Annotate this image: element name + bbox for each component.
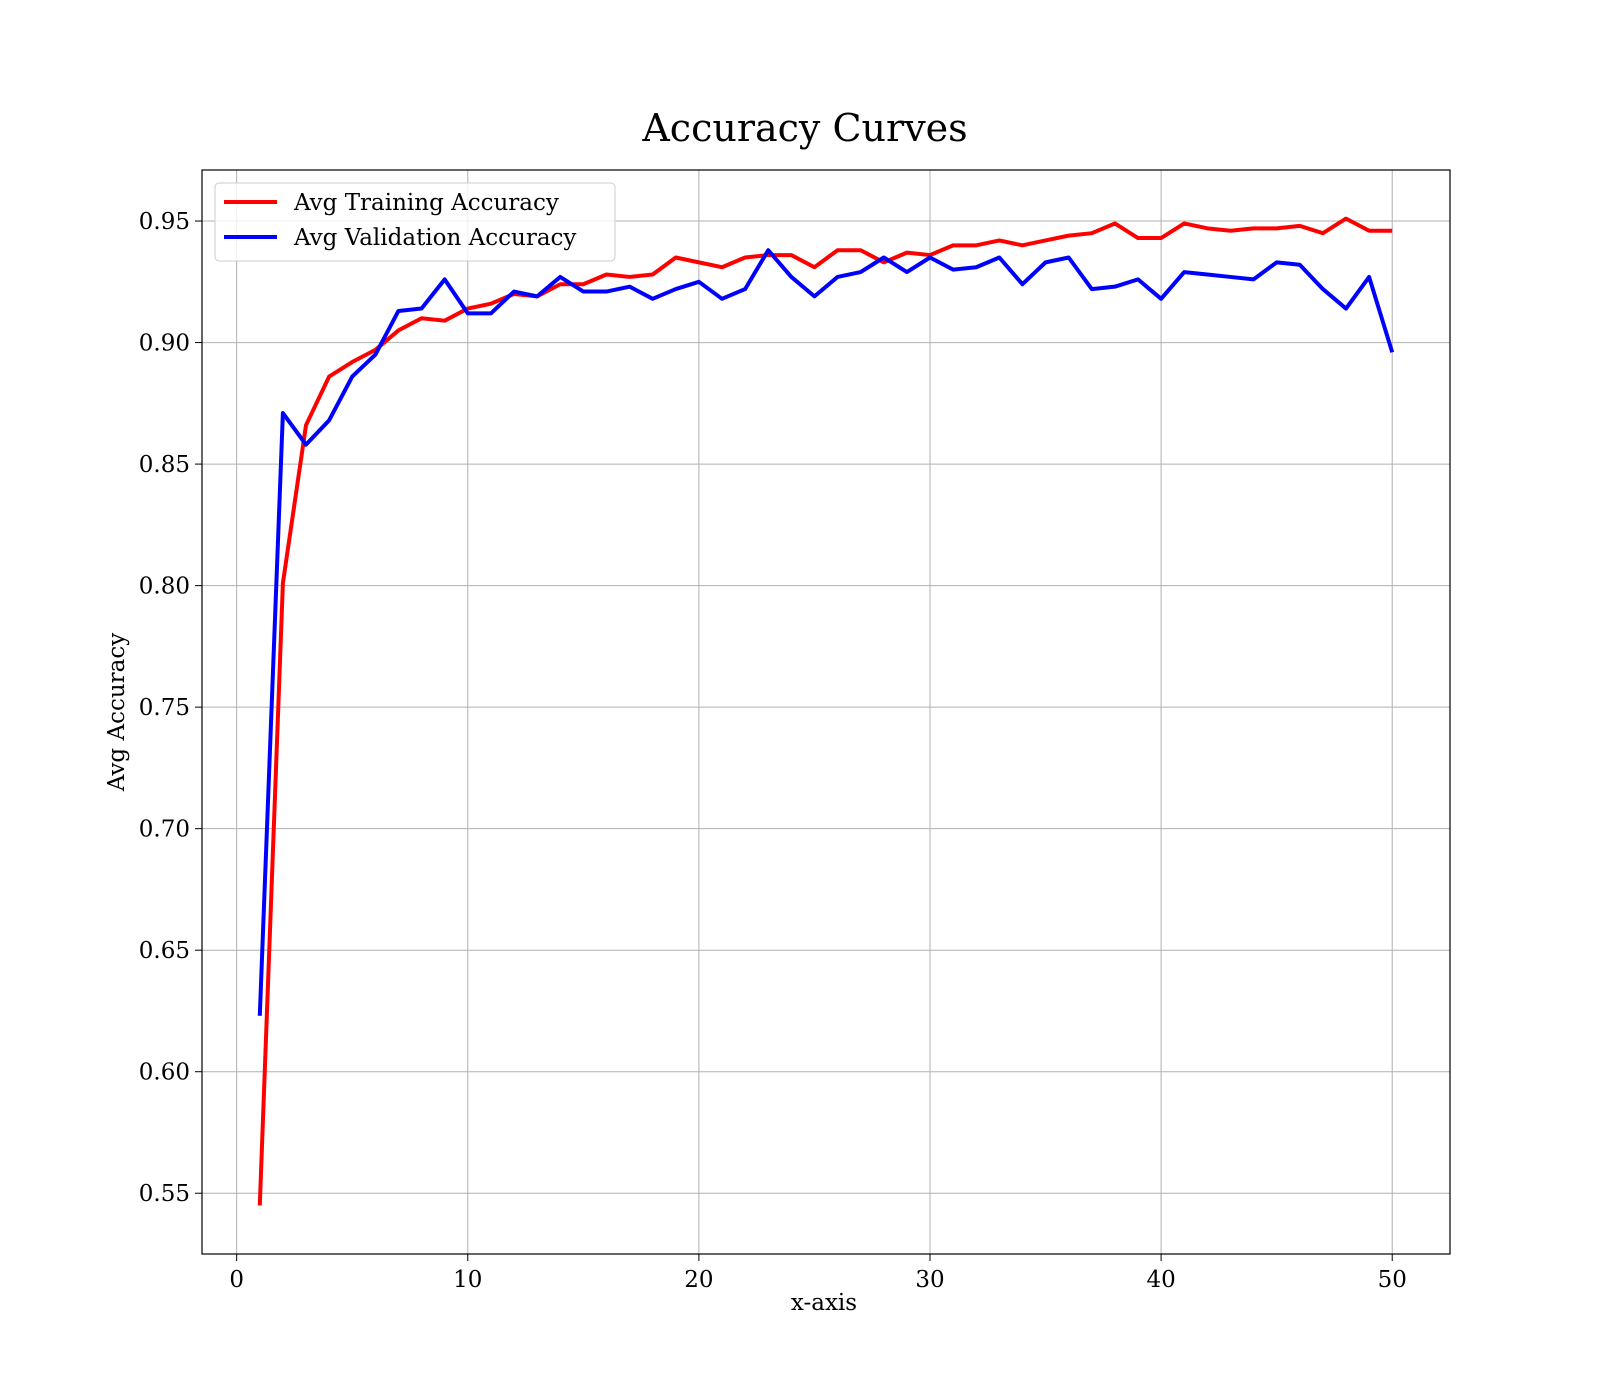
x-axis-ticks: 0 10 20 30 40 50 bbox=[229, 1254, 1407, 1293]
x-tick-label: 10 bbox=[453, 1267, 482, 1293]
x-tick-label: 20 bbox=[684, 1267, 713, 1293]
x-tick-label: 30 bbox=[915, 1267, 944, 1293]
y-axis-label: Avg Accuracy bbox=[104, 633, 130, 792]
x-axis-label: x-axis bbox=[791, 1290, 857, 1316]
chart-title: Accuracy Curves bbox=[641, 106, 967, 150]
y-tick-label: 0.70 bbox=[139, 817, 190, 843]
series-lines bbox=[257, 216, 1395, 1206]
plot-frame bbox=[201, 169, 1451, 1255]
grid bbox=[202, 170, 1450, 1254]
series-line-training bbox=[257, 216, 1393, 1206]
x-tick-label: 50 bbox=[1378, 1267, 1407, 1293]
legend-label-validation: Avg Validation Accuracy bbox=[293, 225, 576, 251]
y-tick-label: 0.65 bbox=[139, 938, 190, 964]
y-tick-label: 0.55 bbox=[139, 1181, 190, 1207]
y-tick-label: 0.80 bbox=[139, 574, 190, 600]
y-tick-label: 0.75 bbox=[139, 695, 190, 721]
legend-label-training: Avg Training Accuracy bbox=[293, 190, 559, 216]
y-tick-label: 0.60 bbox=[139, 1060, 190, 1086]
x-tick-label: 0 bbox=[229, 1267, 244, 1293]
y-tick-label: 0.85 bbox=[139, 452, 190, 478]
y-tick-label: 0.95 bbox=[139, 209, 190, 235]
legend-box bbox=[214, 182, 616, 262]
series-line-validation bbox=[257, 248, 1395, 1016]
y-tick-label: 0.90 bbox=[139, 331, 190, 357]
y-axis-ticks: 0.55 0.60 0.65 0.70 0.75 0.80 0.85 0.90 0.95 bbox=[139, 209, 202, 1207]
x-tick-label: 40 bbox=[1146, 1267, 1175, 1293]
legend: Avg Training Accuracy Avg Validation Acc… bbox=[214, 182, 616, 262]
